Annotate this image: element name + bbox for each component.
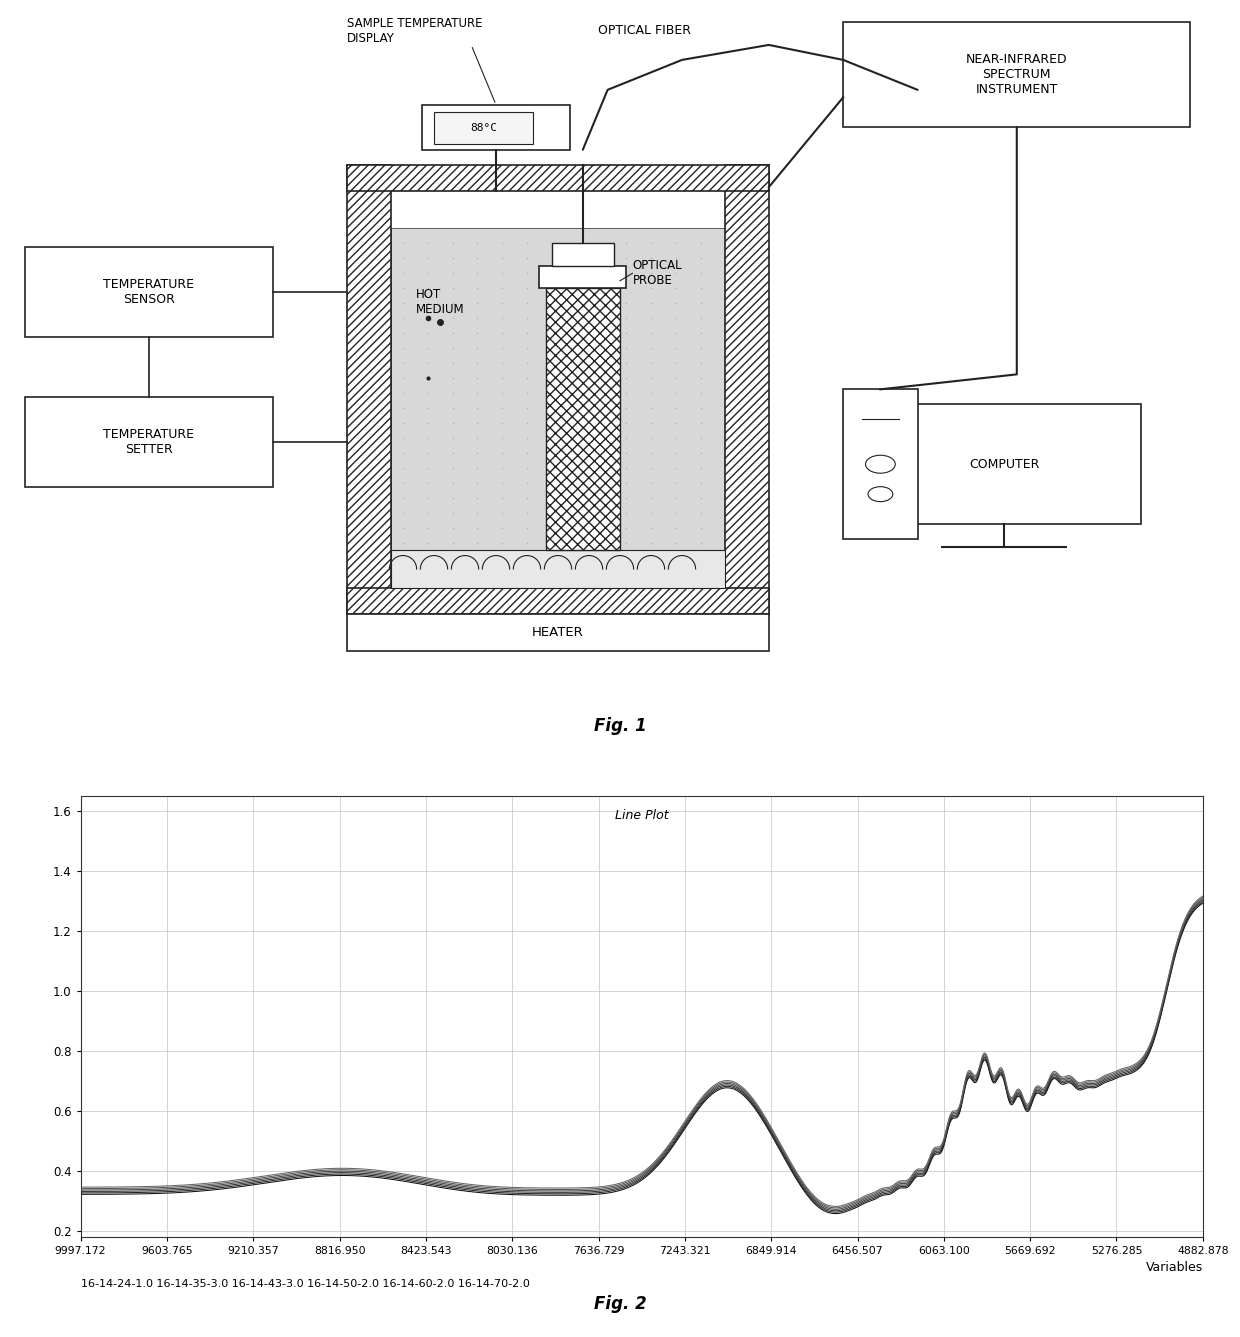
Text: HEATER: HEATER [532, 626, 584, 639]
Text: Fig. 2: Fig. 2 [594, 1296, 646, 1313]
Bar [725, 164, 769, 614]
Text: 88°C: 88°C [470, 123, 497, 132]
Text: Fig. 1: Fig. 1 [594, 717, 646, 735]
Text: TEMPERATURE
SENSOR: TEMPERATURE SENSOR [103, 278, 195, 306]
Bar [843, 389, 918, 539]
Text: OPTICAL FIBER: OPTICAL FIBER [599, 24, 692, 37]
Text: 16-14-24-1.0 16-14-35-3.0 16-14-43-3.0 16-14-50-2.0 16-14-60-2.0 16-14-70-2.0: 16-14-24-1.0 16-14-35-3.0 16-14-43-3.0 1… [81, 1278, 529, 1289]
Bar [539, 266, 626, 289]
Bar [546, 289, 620, 551]
Text: TEMPERATURE
SETTER: TEMPERATURE SETTER [103, 428, 195, 456]
Text: COMPUTER: COMPUTER [970, 457, 1039, 471]
Text: NEAR-INFRARED
SPECTRUM
INSTRUMENT: NEAR-INFRARED SPECTRUM INSTRUMENT [966, 53, 1068, 96]
Bar [434, 112, 533, 144]
Bar [347, 164, 391, 614]
Bar [347, 164, 769, 191]
Bar [25, 397, 273, 487]
Bar [422, 104, 570, 150]
Bar [25, 247, 273, 337]
Bar [391, 551, 725, 588]
Text: SAMPLE TEMPERATURE
DISPLAY: SAMPLE TEMPERATURE DISPLAY [347, 17, 482, 45]
Bar [552, 243, 614, 266]
Bar [391, 229, 725, 551]
Bar [347, 588, 769, 614]
Bar [347, 614, 769, 651]
Bar [868, 404, 1141, 524]
Text: HOT
MEDIUM: HOT MEDIUM [415, 289, 464, 317]
Bar [843, 23, 1190, 127]
Text: Variables: Variables [1146, 1261, 1203, 1274]
Text: Line Plot: Line Plot [615, 809, 668, 822]
Text: OPTICAL
PROBE: OPTICAL PROBE [632, 259, 682, 287]
